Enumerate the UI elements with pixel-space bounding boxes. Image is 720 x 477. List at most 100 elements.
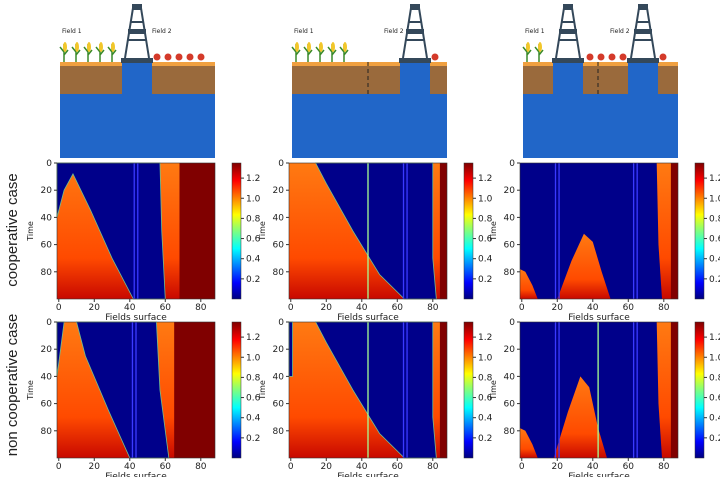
y-tick-label: 80: [273, 427, 285, 437]
y-tick-label: 0: [46, 318, 52, 328]
x-tick-label: 20: [321, 303, 333, 313]
colorbar-tick-label: 0.2: [478, 275, 492, 285]
x-tick-label: 20: [89, 303, 101, 313]
corn: [343, 42, 347, 52]
colorbar-tick-label: 0.8: [478, 373, 493, 383]
y-tick-label: 40: [273, 213, 285, 223]
colorbar-tick-label: 0.2: [478, 434, 492, 444]
heatmap-region: [670, 322, 678, 458]
colorbar-tick-label: 0.4: [246, 414, 261, 424]
well: [553, 62, 583, 94]
well: [628, 62, 658, 94]
y-tick-label: 0: [46, 159, 52, 169]
tomato: [597, 53, 605, 61]
field-label: Field 1: [525, 28, 545, 35]
tomato: [164, 53, 172, 61]
field-label: Field 2: [384, 28, 404, 35]
derrick-top: [132, 4, 142, 10]
corn: [99, 42, 103, 52]
heatmap-region: [520, 428, 538, 458]
derrick-top: [638, 4, 648, 10]
tomato: [431, 53, 439, 61]
colorbar-tick-label: 1.0: [478, 194, 493, 204]
water: [292, 94, 447, 158]
heatmap-region: [439, 322, 447, 458]
colorbar-tick-label: 0.2: [246, 434, 260, 444]
colorbar-tick-label: 0.6: [478, 394, 493, 404]
derrick-bar: [128, 29, 146, 34]
colorbar-tick-label: 1.0: [246, 194, 261, 204]
colorbar-tick-label: 0.8: [246, 373, 261, 383]
colorbar-tick-label: 0.4: [709, 255, 720, 265]
ground-top: [523, 62, 678, 66]
colorbar-tick-label: 0.4: [709, 414, 720, 424]
y-tick-label: 40: [504, 372, 516, 382]
colorbar-tick-label: 1.0: [478, 353, 493, 363]
colorbar-tick-label: 1.0: [709, 353, 720, 363]
x-tick-label: 20: [552, 462, 564, 472]
derrick-top: [410, 4, 420, 10]
y-axis-label: Time: [489, 221, 498, 242]
x-tick-label: 60: [392, 303, 404, 313]
corn: [87, 42, 91, 52]
colorbar-tick-label: 0.8: [709, 373, 720, 383]
y-tick-label: 60: [273, 400, 285, 410]
x-tick-label: 0: [519, 462, 525, 472]
x-tick-label: 0: [288, 303, 294, 313]
tomato: [197, 53, 205, 61]
colorbar-tick-label: 0.8: [478, 214, 493, 224]
plot-frame: [519, 162, 679, 300]
x-tick-label: 40: [587, 303, 599, 313]
derrick-bar: [406, 29, 424, 34]
y-tick-label: 0: [278, 159, 284, 169]
heatmap-region: [520, 269, 538, 299]
water: [60, 94, 215, 158]
corn: [331, 42, 335, 52]
tomato: [608, 53, 616, 61]
x-tick-label: 40: [356, 462, 368, 472]
plot-frame: [56, 162, 216, 300]
platform: [627, 58, 659, 63]
colorbar-tick-label: 0.6: [246, 394, 261, 404]
colorbar: [231, 162, 242, 300]
x-tick-label: 20: [552, 303, 564, 313]
y-tick-label: 0: [509, 318, 515, 328]
x-tick-label: 80: [658, 303, 670, 313]
x-tick-label: 20: [89, 462, 101, 472]
corn: [63, 42, 67, 52]
y-axis-label: Time: [489, 380, 498, 401]
y-tick-label: 80: [504, 268, 516, 278]
corn: [538, 42, 542, 52]
colorbar-tick-label: 0.6: [709, 394, 720, 404]
field-label: Field 1: [62, 28, 82, 35]
heatmap-region: [179, 163, 215, 299]
y-tick-label: 40: [504, 213, 516, 223]
x-tick-label: 0: [519, 303, 525, 313]
heatmap-region: [557, 233, 611, 299]
corn: [307, 42, 311, 52]
y-tick-label: 80: [41, 268, 53, 278]
y-tick-label: 60: [504, 400, 516, 410]
colorbar: [694, 321, 705, 459]
colorbar: [231, 321, 242, 459]
x-tick-label: 80: [427, 303, 439, 313]
y-axis-label: Time: [26, 221, 35, 242]
y-tick-label: 20: [504, 345, 516, 355]
x-axis-label: Fields surface: [337, 313, 399, 323]
corn: [319, 42, 323, 52]
y-tick-label: 60: [41, 241, 53, 251]
colorbar-tick-label: 0.4: [478, 255, 493, 265]
x-tick-label: 80: [427, 462, 439, 472]
colorbar-tick-label: 0.6: [709, 235, 720, 245]
x-tick-label: 80: [195, 303, 207, 313]
plot-frame: [519, 321, 679, 459]
colorbar-tick-label: 1.0: [246, 353, 261, 363]
x-tick-label: 80: [195, 462, 207, 472]
row-label: non cooperative case: [4, 314, 21, 457]
platform: [121, 58, 153, 63]
colorbar-tick-label: 0.4: [246, 255, 261, 265]
y-tick-label: 40: [41, 213, 53, 223]
colorbar-tick-label: 1.2: [709, 174, 720, 184]
y-tick-label: 20: [41, 345, 53, 355]
